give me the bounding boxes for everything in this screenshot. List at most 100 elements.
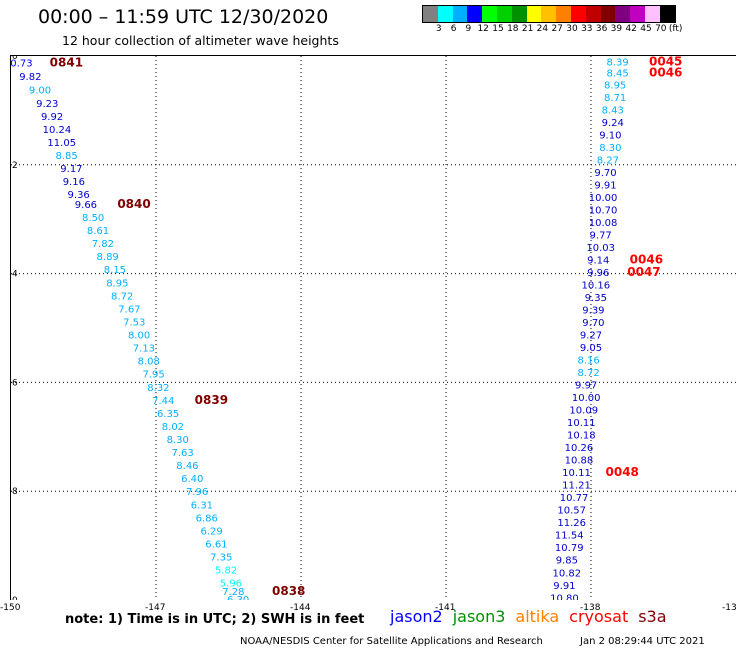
wave-height-value: 10.09 — [569, 406, 598, 417]
wave-height-value: 8.50 — [82, 213, 104, 224]
wave-height-value: 9.70 — [594, 168, 616, 179]
scale-label: 9 — [465, 24, 472, 34]
wave-height-value: 8.16 — [577, 356, 599, 367]
wave-height-value: 9.16 — [63, 177, 85, 188]
wave-height-value: 7.35 — [210, 552, 232, 563]
scale-swatch — [659, 6, 675, 22]
wave-height-value: 9.66 — [75, 200, 97, 211]
scale-swatch — [511, 6, 527, 22]
legend-cryosat: cryosat — [569, 607, 629, 626]
longitude-label: -144 — [290, 603, 311, 613]
wave-height-value: 7.96 — [186, 487, 208, 498]
wave-height-value: 9.10 — [599, 130, 621, 141]
wave-height-value: 7.28 — [222, 587, 244, 598]
wave-height-value: 8.85 — [55, 151, 77, 162]
legend-s3a: s3a — [638, 607, 667, 626]
wave-height-value: 8.27 — [597, 155, 619, 166]
wave-height-value: 7.63 — [171, 448, 193, 459]
credit-line: NOAA/NESDIS Center for Satellite Applica… — [240, 636, 543, 647]
wave-height-value: 9.14 — [587, 255, 609, 266]
scale-label: (ft) — [668, 24, 683, 34]
wave-height-value: 10.73 — [11, 59, 33, 70]
wave-height-value: 10.11 — [562, 468, 591, 479]
scale-swatch — [452, 6, 468, 22]
scale-label: 42 — [625, 24, 637, 34]
wave-height-value: 9.70 — [582, 318, 604, 329]
latitude-label: -58 — [11, 487, 18, 497]
scale-label: 21 — [521, 24, 534, 34]
wave-height-value: 8.30 — [599, 143, 621, 154]
wave-height-value: 10.70 — [589, 205, 618, 216]
wave-height-value: 9.91 — [594, 180, 616, 191]
wave-height-value: 7.13 — [133, 344, 155, 355]
scale-label: 70 — [655, 24, 667, 34]
map-subtitle: 12 hour collection of altimeter wave hei… — [62, 33, 339, 48]
wave-height-value: 8.71 — [604, 93, 626, 104]
latitude-label: -54 — [11, 270, 18, 280]
scale-swatch — [615, 6, 631, 22]
scale-label: 3 — [435, 24, 442, 34]
wave-height-value: 8.72 — [111, 291, 133, 302]
wave-height-value: 9.91 — [553, 581, 575, 592]
wave-height-value: 7.44 — [152, 396, 174, 407]
pass-time-label: 0046 — [649, 65, 682, 79]
scale-swatch — [437, 6, 453, 22]
wave-height-value: 10.00 — [589, 193, 618, 204]
wave-height-value: 11.05 — [47, 138, 76, 149]
scale-swatch — [423, 6, 438, 22]
scale-label: 24 — [536, 24, 549, 34]
wave-height-value: 11.54 — [555, 531, 584, 542]
scale-swatch — [585, 6, 601, 22]
wave-height-value: 8.46 — [176, 461, 198, 472]
wave-height-value: 9.92 — [41, 112, 63, 123]
pass-time-label: 0839 — [195, 393, 228, 407]
wave-height-value: 9.85 — [556, 556, 578, 567]
wave-height-value: 6.29 — [200, 526, 222, 537]
map-plot-area: -50 -52 -54 -56 -58 -60 10.73 9.82 9.00 9.23 9.92 1… — [10, 55, 736, 600]
wave-height-value: 10.88 — [565, 456, 594, 467]
wave-height-value: 6.30 — [227, 595, 249, 600]
wave-height-value: 10.57 — [557, 506, 586, 517]
scale-label: 6 — [450, 24, 457, 34]
wave-height-value: 10.16 — [582, 280, 611, 291]
longitude-label: -141 — [435, 603, 456, 613]
scale-label: 27 — [551, 24, 563, 34]
wave-height-value: 6.40 — [181, 474, 203, 485]
wave-height-value: 8.39 — [606, 57, 628, 68]
wave-height-value: 10.80 — [550, 593, 579, 600]
scale-swatch — [556, 6, 571, 22]
wave-height-value: 9.17 — [60, 164, 82, 175]
color-scale-labels: 3 6 9 12 15 18 21 24 27 30 33 36 39 42 45 70 (ft) — [422, 24, 740, 36]
pass-time-label: 0047 — [627, 265, 660, 279]
wave-height-value: 10.24 — [43, 125, 72, 136]
pass-time-label: 0840 — [117, 197, 150, 211]
scale-swatch — [630, 6, 645, 22]
wave-height-value: 9.39 — [582, 306, 604, 317]
wave-height-value: 8.95 — [106, 278, 128, 289]
scale-swatch — [541, 6, 557, 22]
wave-height-value: 10.77 — [560, 493, 589, 504]
longitude-label: -150 — [0, 603, 21, 613]
wave-height-value: 9.97 — [575, 381, 597, 392]
pass-time-label: 0046 — [630, 252, 663, 266]
wave-height-value: 8.02 — [162, 422, 184, 433]
wave-height-value: 11.26 — [557, 518, 586, 529]
wave-height-value: 9.05 — [580, 343, 602, 354]
scale-swatch — [526, 6, 542, 22]
legend-jason2: jason2 — [390, 607, 443, 626]
generation-timestamp: Jan 2 08:29:44 UTC 2021 — [580, 636, 705, 647]
wave-height-value: 7.95 — [142, 370, 164, 381]
wave-height-value: 8.30 — [167, 435, 189, 446]
wave-height-value: 6.31 — [191, 500, 213, 511]
wave-height-value: 10.26 — [565, 443, 594, 454]
latitude-label: -52 — [11, 161, 18, 171]
wave-height-value: 8.72 — [577, 368, 599, 379]
wave-height-value: 7.53 — [123, 317, 145, 328]
wave-height-value: 7.67 — [118, 304, 140, 315]
scale-label: 33 — [581, 24, 593, 34]
map-title: 00:00 – 11:59 UTC 12/30/2020 — [38, 6, 329, 28]
longitude-label: -13 — [722, 603, 737, 613]
wave-height-value: 8.61 — [87, 226, 109, 237]
scale-swatch — [482, 6, 497, 22]
scale-label: 30 — [566, 24, 578, 34]
